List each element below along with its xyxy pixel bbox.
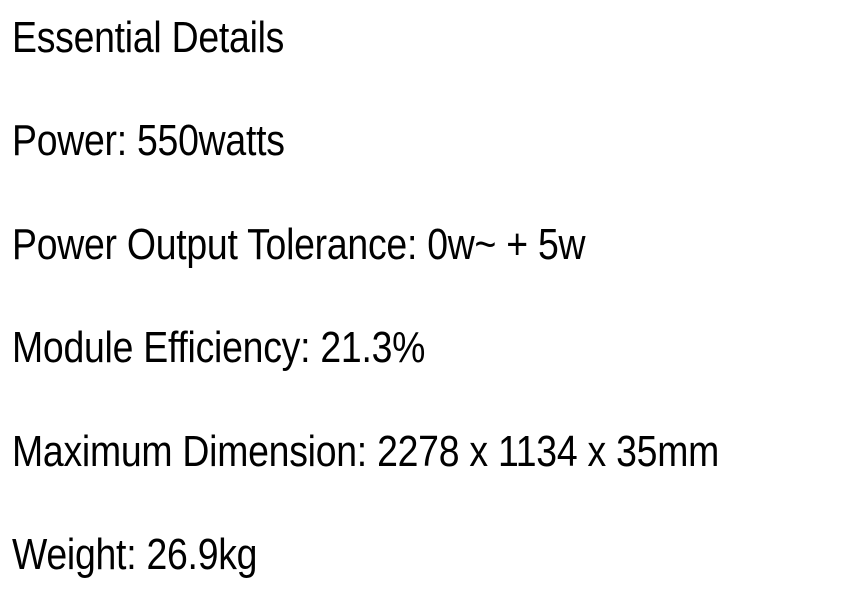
spec-module-efficiency: Module Efficiency: 21.3% (12, 323, 426, 373)
spec-maximum-dimension: Maximum Dimension: 2278 x 1134 x 35mm (12, 426, 720, 476)
spec-power: Power: 550watts (12, 116, 285, 166)
details-document: Essential Details Power: 550watts Power … (12, 10, 857, 583)
spec-power-tolerance: Power Output Tolerance: 0w~ + 5w (12, 219, 586, 269)
section-heading: Essential Details (12, 13, 285, 62)
spec-weight: Weight: 26.9kg (12, 529, 258, 579)
